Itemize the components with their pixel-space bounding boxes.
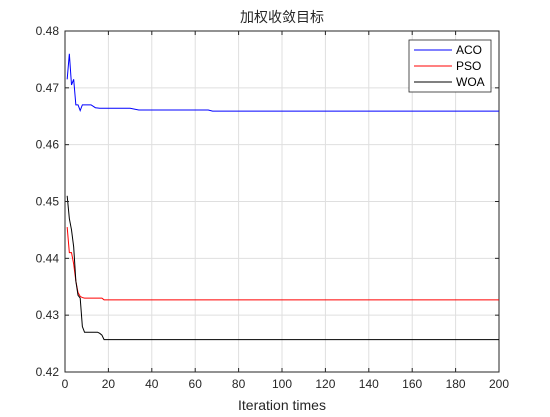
x-tick-label: 20 [102, 377, 116, 391]
legend-label-woa: WOA [456, 75, 485, 89]
x-tick-label: 200 [489, 377, 509, 391]
legend: ACO PSO WOA [408, 39, 492, 93]
y-tick-label: 0.46 [36, 138, 60, 152]
series-line-aco [66, 53, 499, 112]
watermark: CSDN @我爱C编程 [416, 392, 540, 408]
y-tick-label: 0.48 [36, 24, 60, 38]
y-tick-label: 0.43 [36, 308, 60, 322]
axis-ticks: 0 20 40 60 80 100 120 140 160 180 200 0.42 0.43 0.44 0… [36, 24, 510, 391]
x-tick-label: 80 [232, 377, 246, 391]
y-tick-label: 0.44 [36, 251, 60, 265]
legend-label-aco: ACO [456, 43, 482, 57]
x-tick-label: 140 [359, 377, 379, 391]
x-tick-label: 0 [62, 377, 69, 391]
y-tick-label: 0.42 [36, 365, 60, 379]
x-tick-label: 40 [145, 377, 159, 391]
legend-label-pso: PSO [456, 59, 481, 73]
x-axis-label: Iteration times [238, 397, 326, 413]
x-tick-label: 120 [315, 377, 335, 391]
x-tick-label: 180 [446, 377, 466, 391]
chart-title: 加权收敛目标 [240, 9, 324, 25]
x-tick-label: 160 [402, 377, 422, 391]
y-tick-label: 0.47 [36, 81, 60, 95]
series-line-pso [66, 227, 499, 301]
x-tick-label: 60 [189, 377, 203, 391]
series-line-woa [66, 195, 499, 341]
x-tick-label: 100 [272, 377, 292, 391]
y-tick-label: 0.45 [36, 195, 60, 209]
series-lines [66, 53, 499, 341]
